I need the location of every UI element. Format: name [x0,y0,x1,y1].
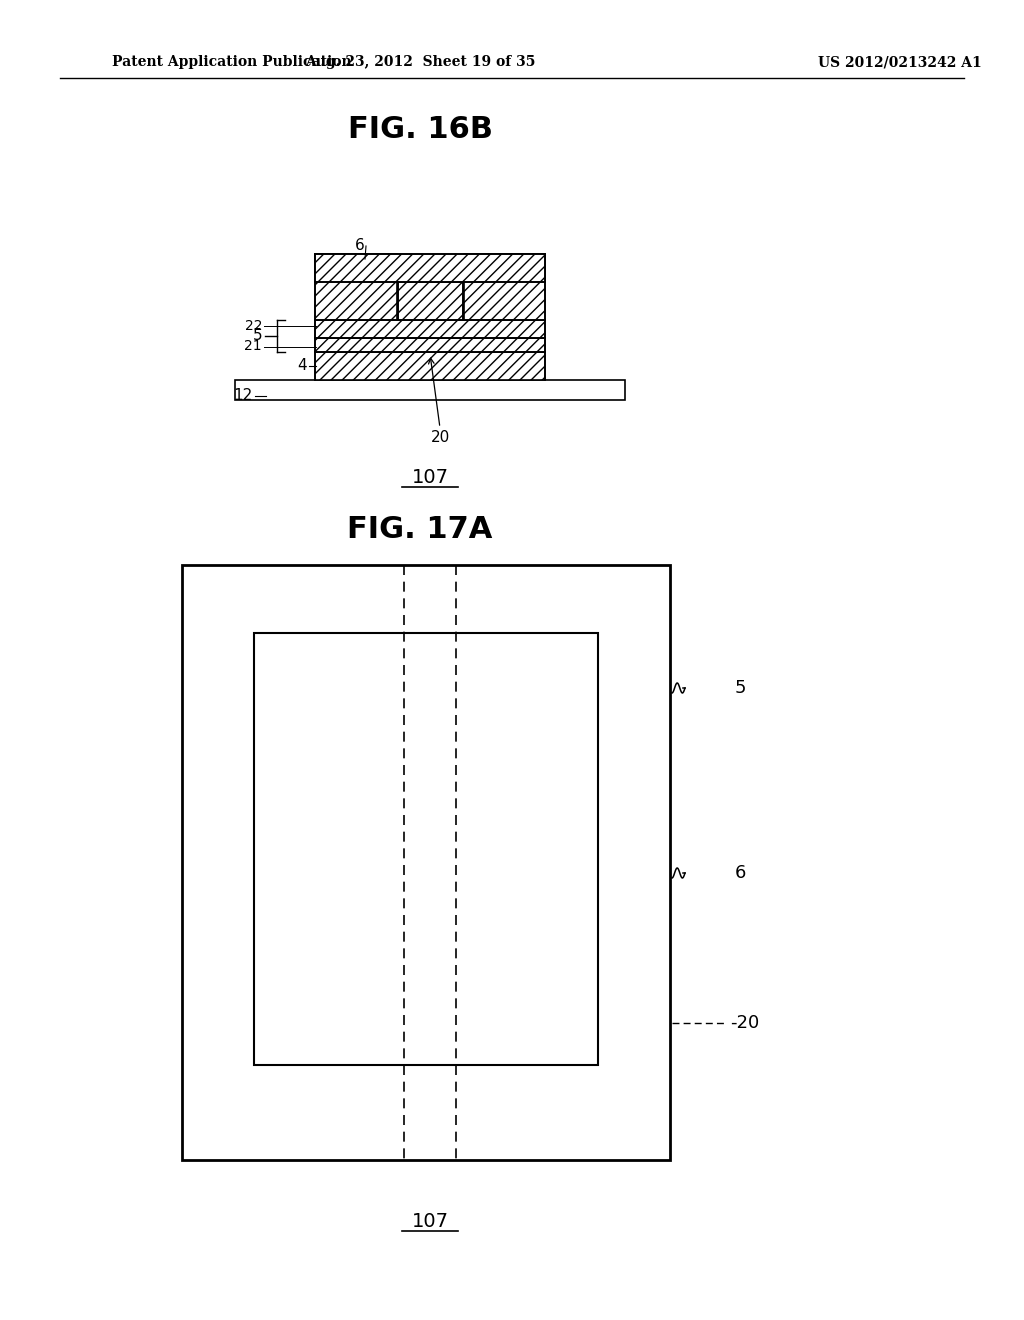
Bar [315,253,545,282]
Text: US 2012/0213242 A1: US 2012/0213242 A1 [818,55,982,69]
Text: 4: 4 [297,359,307,374]
Bar [315,352,545,380]
Text: 20: 20 [430,430,450,445]
Text: 22: 22 [245,319,262,333]
Bar [464,253,545,319]
Text: 5: 5 [252,329,262,343]
Text: FIG. 16B: FIG. 16B [347,116,493,144]
Bar [315,253,396,319]
Bar [315,319,545,338]
Bar [397,282,463,319]
Text: Aug. 23, 2012  Sheet 19 of 35: Aug. 23, 2012 Sheet 19 of 35 [305,55,536,69]
Text: -20: -20 [730,1014,759,1032]
Text: 6: 6 [735,865,746,882]
Bar [234,380,625,400]
Text: 12: 12 [233,388,253,404]
Text: 6: 6 [355,239,365,253]
Text: 21: 21 [245,339,262,352]
Bar [315,338,545,352]
Text: 107: 107 [412,1212,449,1232]
Text: FIG. 17A: FIG. 17A [347,516,493,544]
Bar [182,565,670,1160]
Bar [254,634,598,1065]
Text: 107: 107 [412,469,449,487]
Text: 5: 5 [735,678,746,697]
Text: Patent Application Publication: Patent Application Publication [112,55,351,69]
